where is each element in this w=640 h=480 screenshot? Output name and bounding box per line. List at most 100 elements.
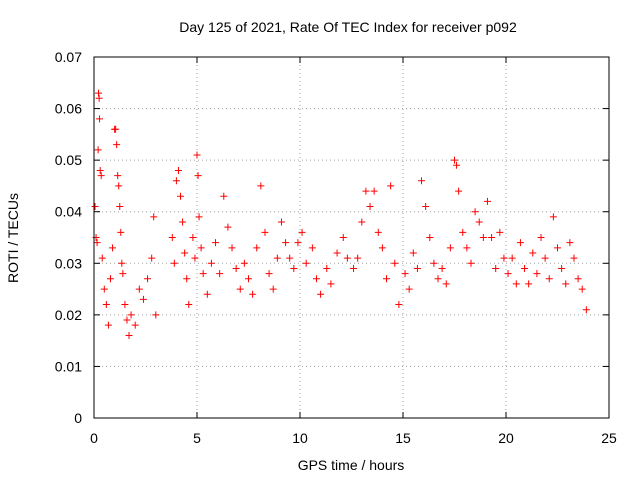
data-point <box>115 182 123 190</box>
data-point <box>135 285 143 293</box>
data-point <box>339 234 347 241</box>
data-point <box>286 254 294 262</box>
data-point <box>333 249 341 257</box>
data-point <box>525 280 533 288</box>
x-tick-label: 15 <box>395 430 411 446</box>
data-point <box>401 270 409 278</box>
data-point <box>97 172 105 180</box>
data-point <box>195 213 203 221</box>
data-point <box>541 254 549 262</box>
data-point <box>104 321 112 329</box>
data-point <box>207 259 215 267</box>
y-tick-label: 0.01 <box>55 358 82 374</box>
data-point <box>294 239 302 247</box>
data-point <box>537 234 545 241</box>
data-point <box>362 187 370 195</box>
data-point <box>185 301 193 309</box>
data-point <box>96 166 104 174</box>
x-tick-label: 0 <box>90 430 98 446</box>
data-point <box>172 177 180 185</box>
data-point <box>113 141 121 149</box>
data-point <box>240 259 248 267</box>
data-point <box>183 275 191 283</box>
data-point <box>302 259 310 267</box>
data-point <box>413 264 421 272</box>
data-point <box>265 270 273 278</box>
data-point <box>194 172 202 180</box>
data-point <box>387 182 395 190</box>
data-point <box>496 228 504 236</box>
data-point <box>257 182 265 190</box>
data-point <box>203 290 211 298</box>
data-point <box>298 228 306 236</box>
data-point <box>451 156 458 164</box>
data-point <box>228 244 236 252</box>
data-point <box>117 228 125 236</box>
data-point <box>109 244 117 252</box>
data-point <box>181 249 189 257</box>
data-point <box>558 264 566 272</box>
data-point <box>197 244 205 252</box>
data-point <box>479 234 487 241</box>
data-point <box>366 203 374 211</box>
data-point <box>100 285 108 293</box>
data-point <box>405 285 413 293</box>
data-point <box>94 146 102 154</box>
data-point <box>282 239 290 247</box>
x-tick-label: 25 <box>601 430 617 446</box>
y-tick-label: 0.03 <box>55 255 82 271</box>
data-point <box>446 244 454 252</box>
y-tick-label: 0.05 <box>55 152 82 168</box>
data-point <box>512 280 520 288</box>
data-point <box>574 275 582 283</box>
data-point <box>500 254 508 262</box>
data-point <box>566 239 574 247</box>
data-point <box>139 295 147 303</box>
data-point <box>277 218 285 226</box>
data-point <box>516 239 524 247</box>
x-axis-label: GPS time / hours <box>298 457 405 473</box>
data-point <box>422 203 430 211</box>
data-point <box>216 270 224 278</box>
data-point <box>554 244 561 252</box>
data-point <box>148 254 156 262</box>
data-point <box>455 187 463 195</box>
data-point <box>562 280 570 288</box>
data-point <box>261 228 269 236</box>
data-point <box>529 249 537 257</box>
data-point <box>521 264 529 272</box>
data-point <box>327 280 335 288</box>
data-point <box>323 264 331 272</box>
data-point <box>199 270 207 278</box>
data-point <box>317 290 325 298</box>
data-point <box>549 213 557 221</box>
data-point <box>395 301 403 309</box>
data-point <box>533 270 541 278</box>
data-point <box>290 264 298 272</box>
axis-layer: 0 0.01 0.02 0.03 0.04 0.05 0.06 0.07 0 5 10 15 20 25 <box>55 49 617 446</box>
data-point <box>426 234 434 241</box>
data-point <box>189 234 197 241</box>
data-point <box>102 301 110 309</box>
data-point <box>177 192 185 200</box>
chart-title: Day 125 of 2021, Rate Of TEC Index for r… <box>179 19 517 35</box>
data-point <box>467 259 475 267</box>
data-point <box>374 228 382 236</box>
y-tick-label: 0.07 <box>55 49 82 65</box>
data-point <box>391 259 399 267</box>
data-point <box>418 177 426 185</box>
data-point <box>434 275 442 283</box>
data-point <box>508 254 516 262</box>
data-point <box>350 264 358 272</box>
data-point <box>312 275 320 283</box>
data-point <box>93 239 101 247</box>
data-point <box>383 275 391 283</box>
y-tick-label: 0.06 <box>55 101 82 117</box>
data-point <box>354 254 362 262</box>
data-point <box>308 244 316 252</box>
data-point <box>504 270 512 278</box>
data-point <box>125 331 133 339</box>
data-point <box>131 321 139 329</box>
data-point <box>442 280 450 288</box>
data-point <box>488 234 496 241</box>
